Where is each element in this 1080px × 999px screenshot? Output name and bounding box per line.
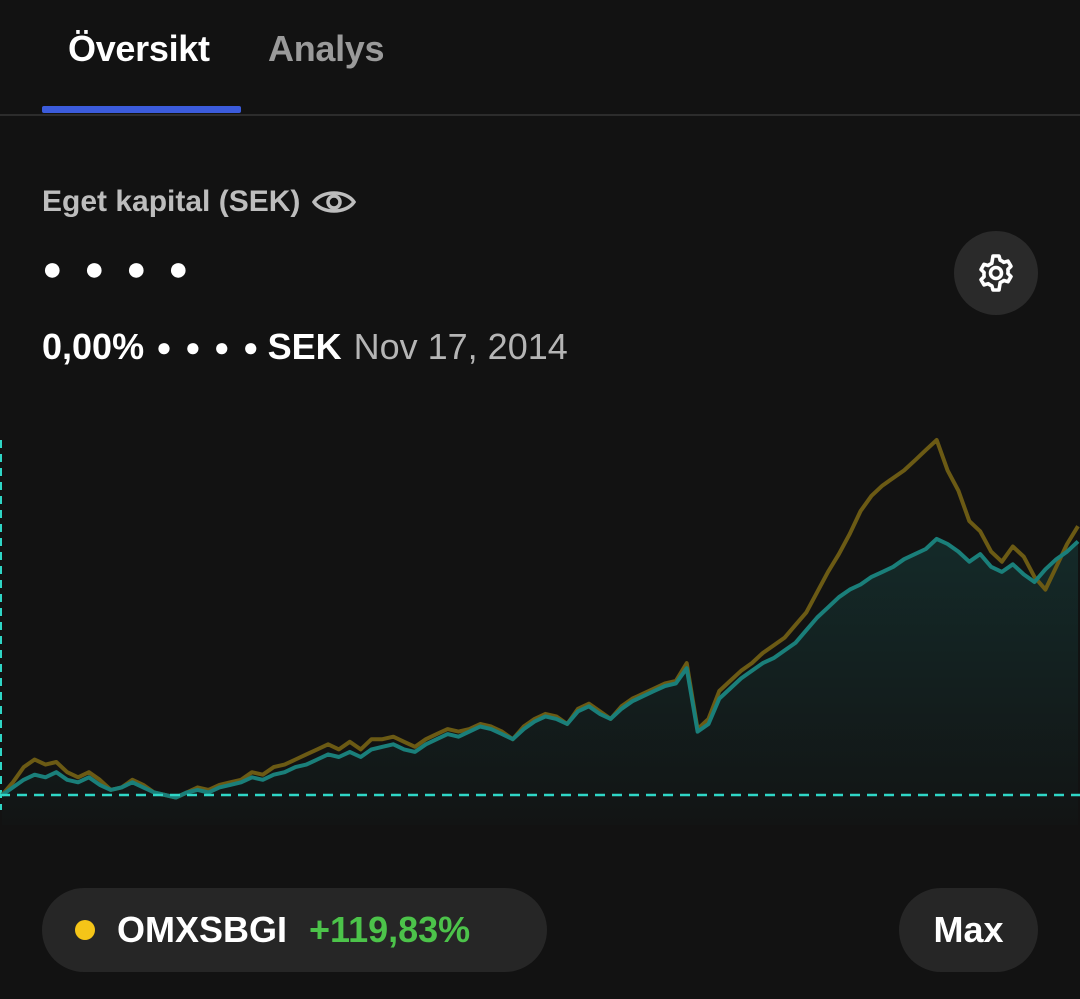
eye-icon[interactable]: [312, 187, 357, 217]
equity-label: Eget kapital (SEK): [42, 185, 301, 218]
portfolio-area: [2, 538, 1078, 825]
tab-analys[interactable]: Analys: [268, 28, 385, 69]
benchmark-color-dot: [75, 920, 95, 940]
chart-settings-button[interactable]: [954, 231, 1038, 315]
equity-hidden-value: ● ● ● ●: [42, 250, 195, 288]
change-hidden-amount: ● ● ● ●: [156, 332, 262, 362]
equity-label-row: Eget kapital (SEK): [42, 180, 357, 224]
benchmark-name: OMXSBGI: [117, 909, 288, 950]
change-percent: 0,00%: [42, 326, 145, 367]
active-tab-indicator: [42, 106, 241, 113]
gear-icon: [979, 254, 1013, 292]
tab-oversikt[interactable]: Översikt: [68, 28, 210, 69]
change-row: 0,00% ● ● ● ● SEK Nov 17, 2014: [42, 326, 568, 368]
tab-bar: Översikt Analys: [0, 0, 1080, 116]
change-currency: SEK: [267, 326, 342, 367]
portfolio-series-line: [0, 536, 1080, 800]
selected-date: Nov 17, 2014: [353, 326, 568, 367]
period-selector[interactable]: Max: [899, 888, 1038, 972]
benchmark-change: +119,83%: [309, 909, 471, 950]
performance-chart[interactable]: [0, 420, 1080, 840]
benchmark-selector[interactable]: OMXSBGI +119,83%: [42, 888, 547, 972]
